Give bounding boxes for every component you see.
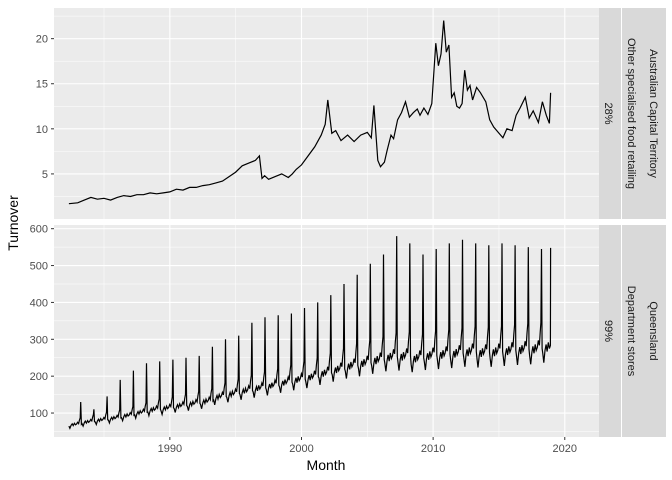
y-tick-label: 5 [42, 169, 48, 181]
x-tick-label: 2020 [553, 443, 577, 455]
x-axis-title: Month [307, 457, 346, 473]
panel-bottom-strip-inner [599, 225, 621, 437]
panel-bottom-series-line [68, 236, 552, 430]
y-tick-label: 600 [30, 224, 48, 236]
panel-top-strip-inner [599, 8, 621, 219]
panel-bottom-gridlines [54, 225, 599, 437]
y-tick-label: 10 [36, 124, 48, 136]
y-tick-label: 100 [30, 408, 48, 420]
y-axis-title: Turnover [5, 195, 21, 251]
y-tick-label: 500 [30, 261, 48, 273]
y-tick-label: 200 [30, 371, 48, 383]
x-tick-label: 2000 [289, 443, 313, 455]
y-tick-label: 300 [30, 334, 48, 346]
x-tick-label: 1990 [158, 443, 182, 455]
panel-top-strip-outer [622, 8, 666, 219]
y-tick-label: 400 [30, 297, 48, 309]
y-tick-label: 15 [36, 79, 48, 91]
panel-bottom-strip-inner-label: Department stores [625, 286, 637, 377]
panel-top-y-ticks: 5 10 15 20 [36, 34, 54, 181]
panel-bottom-strip-outer [622, 225, 666, 437]
panel-top-series-line [68, 20, 552, 205]
panel-top: 28% Other specialised food retailing Aus… [36, 8, 666, 219]
panel-bottom-strip-outer-label: Queensland [647, 301, 659, 360]
panel-top-strip-outer-label: Australian Capital Territory [647, 49, 659, 178]
panel-bottom-y-ticks: 100 200 300 400 500 600 [30, 224, 54, 420]
panel-top-strip-inner-label: Other specialised food retailing [625, 38, 637, 189]
x-tick-label: 2010 [421, 443, 445, 455]
panel-bottom: 99% Department stores Queensland 100 200 3… [30, 224, 666, 437]
panel-bottom-strip-pct: 99% [602, 320, 614, 342]
panel-bottom-background [54, 225, 599, 437]
panel-top-strip-pct: 28% [602, 102, 614, 124]
x-axis-ticks: 1990 2000 2010 2020 [158, 437, 577, 455]
y-tick-label: 20 [36, 34, 48, 46]
